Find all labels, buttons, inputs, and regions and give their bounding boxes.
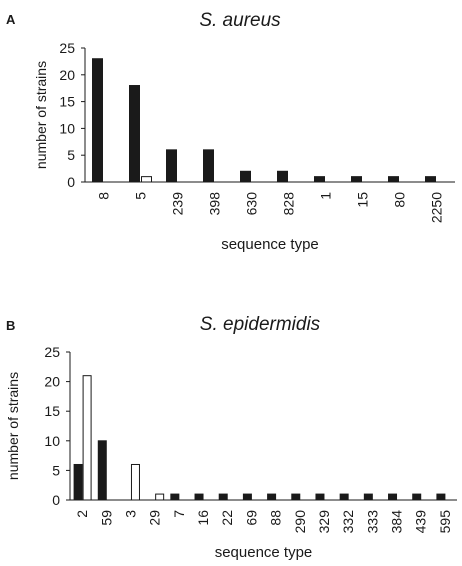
bar bbox=[314, 176, 325, 183]
chart-panel-b: S. epidermidis 0 5 10 15 20 25 number of strain… bbox=[5, 314, 457, 561]
x-tick-label: 2250 bbox=[429, 192, 445, 223]
x-tick-label: 29 bbox=[147, 510, 163, 526]
bar bbox=[277, 170, 288, 183]
y-tick-label: 10 bbox=[44, 433, 60, 449]
bar bbox=[130, 463, 140, 501]
bar bbox=[166, 149, 177, 183]
y-tick-label: 25 bbox=[59, 40, 75, 56]
x-tick-label: 332 bbox=[340, 510, 356, 534]
bar bbox=[425, 176, 436, 183]
bar bbox=[339, 493, 349, 501]
x-tick-label: 239 bbox=[170, 192, 186, 216]
x-tick-label: 439 bbox=[413, 510, 429, 534]
bar bbox=[363, 493, 373, 501]
chart-panel-a: S. aureus 0 5 10 15 20 25 number of strains 8 5 23… bbox=[33, 10, 455, 253]
y-axis-label: number of strains bbox=[33, 61, 49, 169]
bar bbox=[388, 493, 398, 501]
x-tick-label: 329 bbox=[316, 510, 332, 534]
x-tick-label: 3 bbox=[122, 510, 138, 518]
y-tick-label: 0 bbox=[67, 174, 75, 190]
x-axis-label: sequence type bbox=[215, 544, 313, 561]
bar bbox=[388, 176, 399, 183]
y-tick-label: 20 bbox=[59, 67, 75, 83]
bar bbox=[203, 149, 214, 183]
x-tick-label: 16 bbox=[195, 510, 211, 526]
bar bbox=[412, 493, 422, 501]
x-axis-label: sequence type bbox=[221, 236, 319, 253]
bar bbox=[73, 463, 83, 501]
x-tick-label: 333 bbox=[364, 510, 380, 534]
x-tick-label: 1 bbox=[318, 192, 334, 200]
bar bbox=[97, 440, 107, 501]
x-tick-label: 7 bbox=[171, 510, 187, 518]
chart-title: S. aureus bbox=[199, 10, 281, 31]
bar bbox=[141, 176, 152, 183]
x-tick-label: 630 bbox=[244, 192, 260, 216]
x-tick-label: 5 bbox=[133, 192, 149, 200]
bar bbox=[242, 493, 252, 501]
y-tick-label: 10 bbox=[59, 120, 75, 136]
panel-b-letter: B bbox=[6, 318, 15, 333]
bar bbox=[315, 493, 325, 501]
y-tick-label: 25 bbox=[44, 344, 60, 360]
x-tick-label: 384 bbox=[389, 510, 405, 534]
y-tick-label: 20 bbox=[44, 374, 60, 390]
x-tick-label: 22 bbox=[219, 510, 235, 526]
x-tick-label: 88 bbox=[268, 510, 284, 526]
x-tick-label: 69 bbox=[243, 510, 259, 526]
x-tick-label: 595 bbox=[437, 510, 453, 534]
bar bbox=[170, 493, 180, 501]
bar bbox=[82, 375, 92, 501]
x-tick-label: 8 bbox=[96, 192, 112, 200]
bar bbox=[291, 493, 301, 501]
x-tick-label: 828 bbox=[281, 192, 297, 216]
y-tick-label: 5 bbox=[52, 462, 60, 478]
bar bbox=[155, 493, 165, 501]
bar bbox=[351, 176, 362, 183]
bar bbox=[129, 85, 140, 183]
bar bbox=[92, 58, 103, 183]
bar bbox=[240, 170, 251, 183]
x-tick-label: 290 bbox=[292, 510, 308, 534]
x-tick-label: 15 bbox=[355, 192, 371, 208]
y-axis-label: number of strains bbox=[5, 372, 21, 480]
y-tick-label: 15 bbox=[59, 94, 75, 110]
bar bbox=[218, 493, 228, 501]
bar bbox=[194, 493, 204, 501]
y-tick-label: 15 bbox=[44, 403, 60, 419]
panel-a-letter: A bbox=[6, 12, 16, 27]
x-tick-label: 59 bbox=[98, 510, 114, 526]
bar bbox=[436, 493, 446, 501]
chart-title: S. epidermidis bbox=[200, 314, 321, 335]
x-tick-label: 2 bbox=[74, 510, 90, 518]
x-tick-label: 80 bbox=[392, 192, 408, 208]
y-tick-label: 5 bbox=[67, 147, 75, 163]
bar bbox=[267, 493, 277, 501]
y-tick-label: 0 bbox=[52, 492, 60, 508]
x-tick-label: 398 bbox=[207, 192, 223, 216]
